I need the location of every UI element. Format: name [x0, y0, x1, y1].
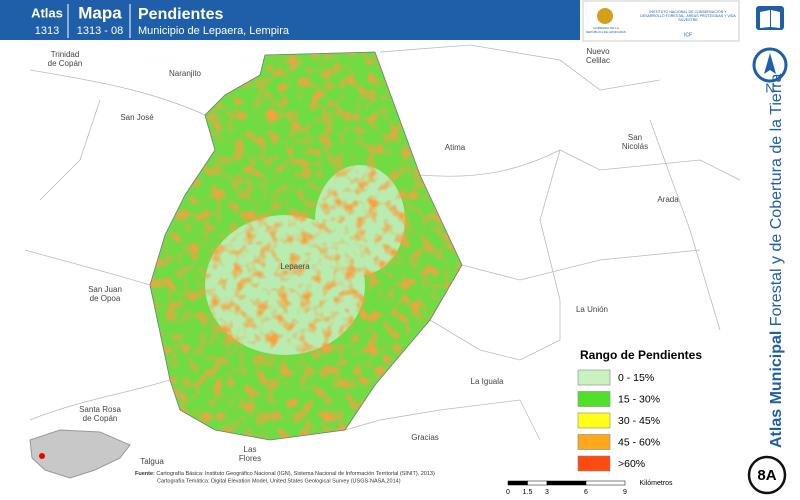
- legend-swatch: [577, 391, 611, 407]
- place-label: Gracias: [411, 433, 439, 442]
- gov-logo: GOBIERNO DE LA REPÚBLICA DE HONDURAS: [586, 27, 626, 34]
- icf-logo: INSTITUTO NACIONAL DE CONSERVACIÓN Y DES…: [640, 10, 736, 23]
- badge: 8A: [757, 467, 776, 484]
- boundaries: [24, 44, 741, 441]
- place-label: La Unión: [576, 305, 608, 314]
- map-label: Mapa: [78, 3, 122, 22]
- scale-label: 0: [506, 489, 510, 496]
- icf-acronym: ICF: [684, 32, 692, 38]
- atlas-label: Atlas: [31, 5, 63, 20]
- scale-unit: Kilómetros: [639, 480, 673, 487]
- emblem: [597, 8, 613, 24]
- atlas-number: 1313: [35, 25, 59, 37]
- north-arrow: [764, 53, 776, 74]
- inset-location: [39, 453, 45, 459]
- legend-label: 0 - 15%: [618, 372, 654, 384]
- title: Pendientes: [138, 6, 223, 23]
- book-pages: [760, 10, 780, 28]
- legend-title: Rango de Pendientes: [580, 348, 702, 362]
- scale-label: 1.5: [523, 489, 533, 496]
- municipality-outline: [149, 51, 463, 441]
- side-title-bold: Atlas Municipal: [768, 331, 785, 448]
- legend-label: 45 - 60%: [618, 436, 660, 448]
- inset-map: [29, 429, 131, 479]
- legend-swatch: [577, 455, 611, 472]
- place-label: Nuevo: [586, 47, 610, 56]
- place-label: de Opoa: [90, 294, 121, 303]
- map-number: 1313 - 08: [77, 25, 123, 37]
- place-label: San Juan: [88, 285, 122, 294]
- scale-segment: [585, 480, 626, 486]
- side-title-regular: Forestal y de Cobertura de la Tierra: [768, 74, 785, 327]
- subtitle: Municipio de Lepaera, Lempira: [138, 25, 290, 37]
- place-label: Santa Rosa: [79, 405, 121, 414]
- scale-label: 9: [623, 489, 627, 496]
- legend-label: 15 - 30%: [618, 393, 660, 405]
- scale-bar: 0 1.5 3 6 9 Kilómetros: [506, 480, 673, 496]
- header-bar: [0, 0, 580, 40]
- place-label: La Iguala: [471, 377, 504, 386]
- scale-segment: [507, 480, 528, 486]
- scale-label: 3: [545, 489, 549, 496]
- place-label: San José: [120, 113, 154, 122]
- legend: Rango de Pendientes 0 - 15% 15 - 30% 30 - …: [577, 348, 702, 472]
- place-label: Trinidad: [51, 50, 80, 59]
- place-label: Celilac: [586, 56, 610, 65]
- side-title: Atlas Municipal Forestal y de Cobertura …: [768, 74, 785, 448]
- place-label: Nicolás: [622, 142, 648, 151]
- place-label: Atima: [445, 143, 466, 152]
- place-label: Flores: [239, 454, 261, 463]
- legend-swatch: [577, 434, 611, 450]
- place-label: Talgua: [140, 457, 164, 466]
- gov-text: GOBIERNO DE LA REPÚBLICA DE HONDURAS: [586, 27, 626, 34]
- sources-text: Cartografía Básica: Instituto Geográfico…: [156, 471, 435, 477]
- sources-line2: Cartografía Temática: Digital Elevation …: [157, 478, 401, 484]
- legend-label: 30 - 45%: [618, 415, 660, 427]
- badge-circle: [747, 455, 787, 495]
- place-label: de Copán: [83, 414, 118, 423]
- legend-label: >60%: [618, 458, 645, 470]
- north-label: N: [765, 80, 774, 95]
- place-label: Arada: [657, 195, 679, 204]
- sources-label: Fuente:: [135, 471, 155, 477]
- place-label: San: [628, 133, 642, 142]
- legend-swatch: [577, 369, 611, 386]
- scale-segment: [527, 480, 548, 486]
- sources-line1: Fuente: Cartografía Básica: Instituto Ge…: [135, 471, 435, 477]
- legend-swatch: [577, 412, 611, 429]
- place-label: Las: [244, 445, 257, 454]
- scale-label: 6: [584, 489, 588, 496]
- place-label: de Copán: [48, 59, 83, 68]
- place-label: Naranjito: [169, 69, 202, 78]
- scale-segment: [546, 480, 587, 486]
- place-label: Lepaera: [280, 262, 310, 271]
- institute-text: INSTITUTO NACIONAL DE CONSERVACIÓN Y DES…: [640, 10, 736, 23]
